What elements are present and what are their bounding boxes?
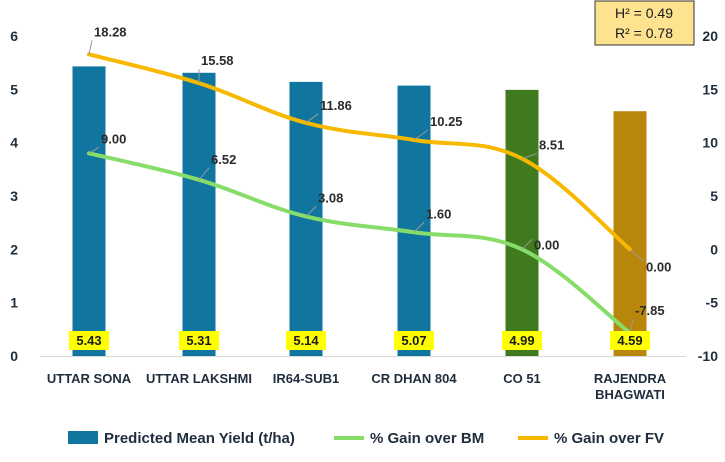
y-right-tick-label: 20 [702,28,718,44]
bar-label-bg [610,331,650,350]
y-right-tick-label: -5 [706,295,719,311]
leader-line [88,146,100,154]
line-data-label: -7.85 [635,303,665,318]
bar-data-label: 5.07 [401,333,426,348]
bar-data-label: 4.99 [509,333,534,348]
y-left-tick-label: 5 [10,81,18,97]
x-tick-label: UTTAR LAKSHMI [146,371,252,386]
y-left-tick-label: 0 [10,348,18,364]
bar-data-label: 5.14 [293,333,319,348]
stats-box: H² = 0.49 R² = 0.78 [594,0,695,46]
line-data-label: 3.08 [318,190,343,205]
y-left-tick-label: 3 [10,188,18,204]
x-tick-label: CO 51 [503,371,541,386]
line-data-label: 15.58 [201,53,234,68]
line-data-label: 11.86 [320,98,352,113]
line-data-label: 6.52 [211,152,236,167]
leader-line [305,113,319,124]
y-left-tick-label: 1 [10,295,18,311]
bar-uttar-lakshmi [182,72,216,357]
legend-label: Predicted Mean Yield (t/ha) [104,430,295,447]
bar-uttar-sona [72,66,106,357]
leader-line [305,206,317,217]
line-data-label: 0.00 [646,259,671,274]
legend-swatch-bars [68,431,98,444]
bar-cr-dhan-804 [397,85,431,356]
x-tick-label: IR64-SUB1 [273,371,339,386]
r2-value: R² = 0.78 [615,25,673,41]
bar-co-51 [505,89,539,356]
leader-line [413,129,429,141]
y-left-tick-label: 6 [10,28,18,44]
line-data-label: 1.60 [426,206,451,221]
leader-line [521,153,538,160]
y-left-tick-label: 2 [10,241,18,257]
bar-label-bg [502,331,542,350]
x-tick-label: BHAGWATI [595,387,665,402]
bar-data-label: 4.59 [617,333,642,348]
x-tick-label: RAJENDRA [594,371,667,386]
x-tick-label: UTTAR SONA [47,371,132,386]
bar-label-bg [69,331,109,350]
legend: Predicted Mean Yield (t/ha) % Gain over B… [68,430,664,447]
bar-data-label: 5.31 [186,333,211,348]
bar-data-label: 5.43 [76,333,101,348]
leader-line [413,221,425,233]
bar-label-bg [179,331,219,350]
leader-line [629,248,645,262]
y-right-tick-label: 15 [702,81,718,97]
bars [72,66,647,357]
x-tick-label: CR DHAN 804 [371,371,457,386]
line-data-label: 0.00 [534,237,559,252]
lines [87,52,632,336]
leader-line [198,167,210,181]
y-left-tick-label: 4 [10,135,18,151]
h2-value: H² = 0.49 [615,5,673,21]
y-right-tick-label: 5 [710,188,718,204]
series-line-gain-over-bm [87,151,632,336]
y-right-tick-label: 0 [710,241,718,257]
legend-label: % Gain over BM [370,430,484,447]
line-data-label: 8.51 [539,138,564,153]
line-data-label: 9.00 [101,131,126,146]
line-data-label: 18.28 [94,24,127,39]
bar-label-bg [286,331,326,350]
bar-rajendra-bhagwati [613,111,647,356]
y-right-tick-label: -10 [698,348,718,364]
data-labels: 9.00 6.52 3.08 1.60 0.00 -7.85 18.28 15.58 11.86… [69,24,671,350]
stats-box-bg [594,0,695,46]
leader-line [88,40,93,55]
legend-label: % Gain over FV [554,430,664,447]
leader-line [521,238,533,250]
leader-line [629,318,634,334]
y-right-tick-label: 10 [702,135,718,151]
line-data-label: 10.25 [430,114,463,129]
bar-label-bg [394,331,434,350]
series-line-gain-over-fv [87,52,632,252]
axes: 0 1 2 3 4 5 6 -10 -5 0 5 10 15 20 UTTAR SONA UTTAR LAKS… [10,28,718,402]
